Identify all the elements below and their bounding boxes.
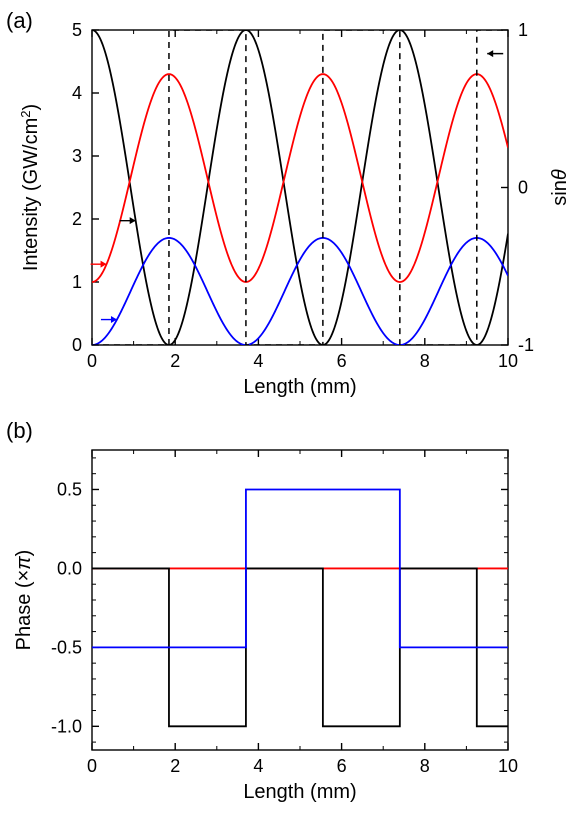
svg-text:0.0: 0.0: [57, 558, 82, 578]
svg-text:Length (mm): Length (mm): [243, 781, 356, 803]
series-blue-intensity: [92, 238, 508, 345]
svg-text:0: 0: [87, 756, 97, 776]
svg-text:1: 1: [518, 20, 528, 40]
svg-text:0.5: 0.5: [57, 479, 82, 499]
svg-text:-0.5: -0.5: [51, 637, 82, 657]
svg-text:sinθ: sinθ: [549, 169, 571, 206]
svg-text:6: 6: [337, 351, 347, 371]
svg-text:Phase (×π): Phase (×π): [13, 550, 35, 651]
svg-text:4: 4: [253, 756, 263, 776]
svg-text:10: 10: [498, 756, 518, 776]
svg-text:2: 2: [170, 756, 180, 776]
panel-b-label: (b): [6, 418, 33, 444]
svg-text:8: 8: [420, 351, 430, 371]
svg-text:1: 1: [72, 272, 82, 292]
svg-text:-1: -1: [518, 335, 534, 355]
svg-text:10: 10: [498, 351, 518, 371]
svg-text:4: 4: [253, 351, 263, 371]
series-black-intensity: [92, 30, 508, 345]
svg-text:-1.0: -1.0: [51, 716, 82, 736]
series-dashed-sin-theta: [92, 30, 508, 345]
svg-text:0: 0: [518, 178, 528, 198]
svg-text:0: 0: [72, 335, 82, 355]
svg-text:Intensity (GW/cm2): Intensity (GW/cm2): [18, 104, 43, 271]
svg-text:2: 2: [72, 209, 82, 229]
svg-text:5: 5: [72, 20, 82, 40]
svg-text:3: 3: [72, 146, 82, 166]
svg-text:4: 4: [72, 83, 82, 103]
series-red-intensity: [92, 74, 508, 282]
panel-a-label: (a): [6, 8, 33, 34]
svg-text:8: 8: [420, 756, 430, 776]
svg-text:6: 6: [337, 756, 347, 776]
svg-text:2: 2: [170, 351, 180, 371]
figure-container: (a) (b) 0 2 4 6 8 10 0 1 2 3 4 5 -1 0 1 Length (mm) Inte…: [0, 0, 586, 816]
figure-svg: 0 2 4 6 8 10 0 1 2 3 4 5 -1 0 1 Length (mm) Intensity (G…: [0, 0, 586, 816]
svg-text:Length (mm): Length (mm): [243, 376, 356, 398]
svg-text:0: 0: [87, 351, 97, 371]
